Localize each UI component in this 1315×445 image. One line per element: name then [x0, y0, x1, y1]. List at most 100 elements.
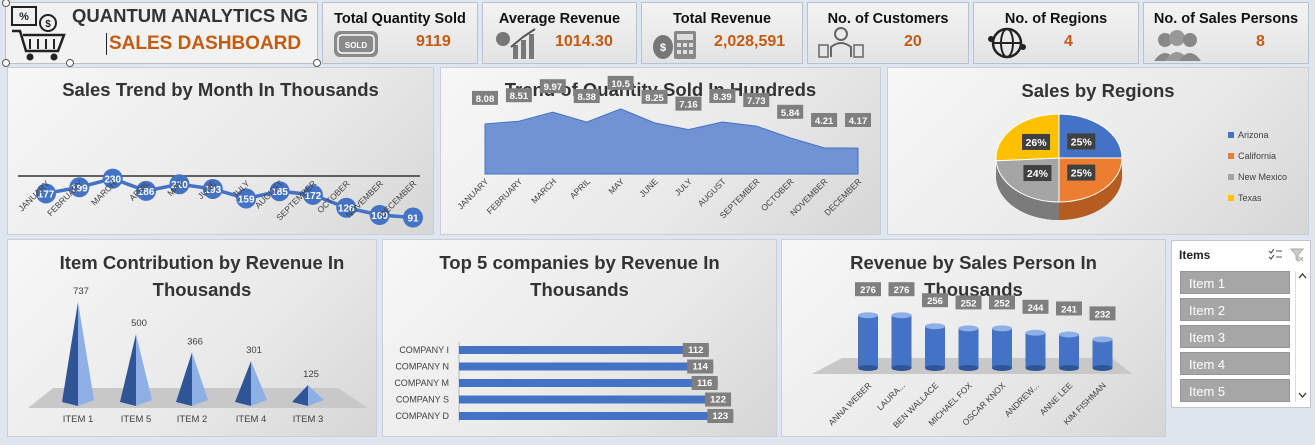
pie-side	[1059, 158, 1122, 220]
scroll-up-icon[interactable]	[1296, 271, 1309, 281]
multi-select-icon[interactable]	[1268, 249, 1282, 261]
tick-label: ITEM 2	[177, 414, 208, 425]
data-label: 172	[305, 191, 322, 202]
data-label: 122	[710, 395, 726, 406]
data-label-box	[675, 96, 702, 111]
slicer-item[interactable]: Item 1	[1180, 271, 1290, 294]
legend-swatch	[1228, 195, 1234, 201]
kpi-total-revenue: Total Revenue $ 2,028,591	[641, 2, 803, 64]
data-label: 193	[204, 185, 221, 196]
data-label: 116	[697, 378, 712, 389]
kpi-value: 9119	[416, 33, 451, 50]
data-label: 8.38	[577, 92, 596, 103]
selection-handle[interactable]	[2, 0, 10, 7]
slicer-scrollbar[interactable]	[1295, 271, 1308, 402]
data-label-box	[1022, 299, 1049, 314]
slicer-item[interactable]: Item 2	[1180, 298, 1290, 321]
data-label-box	[1067, 133, 1096, 150]
cylinder-bar	[1092, 339, 1113, 368]
cylinder-bar	[891, 315, 912, 368]
selection-handle[interactable]	[2, 59, 10, 67]
slicer-item[interactable]: Item 5	[1180, 379, 1290, 402]
slicer-item[interactable]: Item 4	[1180, 352, 1290, 375]
svg-text:%: %	[19, 11, 29, 23]
sales-team-icon	[1154, 30, 1201, 61]
data-label: 252	[961, 298, 977, 309]
data-label: 7.16	[679, 100, 698, 111]
cylinder-top	[1025, 329, 1046, 336]
data-label: 8.25	[645, 93, 664, 104]
kpi-label: Average Revenue	[498, 11, 621, 27]
tick-label: JANUARY	[455, 176, 490, 211]
tick-label: ITEM 4	[236, 414, 267, 425]
kpi-label: No. of Regions	[1004, 11, 1108, 27]
sales-person-panel: Revenue by Sales Person In Thousands 276…	[781, 239, 1166, 437]
pyramid-bar	[176, 352, 192, 406]
data-label: 276	[860, 285, 876, 296]
cylinder-bottom	[992, 365, 1012, 371]
selection-handle[interactable]	[313, 59, 321, 67]
legend-label: Arizona	[1238, 130, 1269, 140]
cylinder-bottom	[891, 365, 912, 371]
tick-label: COMPANY D	[395, 411, 449, 421]
clear-filter-icon[interactable]	[1290, 248, 1304, 262]
data-label-box	[777, 104, 804, 119]
cylinder-bar	[992, 328, 1012, 368]
data-label: 5.84	[781, 108, 800, 119]
cylinder-bottom	[1092, 365, 1113, 371]
selection-handle[interactable]	[66, 59, 74, 67]
cylinder-top	[891, 312, 912, 319]
data-label: 8.39	[713, 92, 732, 103]
data-label: 230	[104, 175, 121, 186]
data-label: 4.21	[815, 116, 834, 127]
cylinder-bar	[858, 315, 878, 368]
data-label-box	[687, 359, 714, 374]
tick-label: ITEM 3	[293, 414, 324, 425]
kpi-total-quantity: Total Quantity Sold SOLD 9119	[322, 2, 478, 64]
cylinder-bottom	[1059, 365, 1079, 371]
data-label-box	[1089, 306, 1116, 321]
data-label: 114	[693, 362, 709, 373]
cylinder-top	[1092, 336, 1113, 343]
data-label: 8.51	[510, 91, 529, 102]
customer-icon	[818, 27, 864, 58]
kpi-label: Total Revenue	[672, 11, 772, 27]
scroll-down-icon[interactable]	[1296, 390, 1309, 400]
data-label: 256	[927, 296, 943, 307]
legend-swatch	[1228, 132, 1234, 138]
top-companies-chart: COMPANY I 112 COMPANY N 114 COMPANY M 116 COMP…	[394, 342, 734, 423]
data-label: 366	[187, 336, 203, 347]
company-name: QUANTUM ANALYTICS NG	[72, 5, 309, 26]
slicer-title: Items	[1179, 248, 1211, 262]
quantity-trend-chart: 8.08 JANUARY 8.51 FEBRUARY 9.97 MARCH 8.38 APRI…	[455, 75, 871, 220]
data-label: 252	[994, 298, 1010, 309]
data-label: 112	[688, 345, 703, 356]
area-fill	[484, 108, 859, 175]
tick-label: LAURA...	[875, 380, 907, 412]
data-label: 232	[1095, 309, 1111, 320]
slicer-item[interactable]: Item 3	[1180, 325, 1290, 348]
pyramid-bar	[308, 385, 324, 406]
chart-title: Sales Trend by Month In Thousands	[62, 79, 379, 100]
data-label: 7.73	[747, 96, 766, 107]
data-label: 26%	[1026, 137, 1048, 149]
shopping-cart-logo-icon: % $	[11, 6, 66, 61]
kpi-value: 8	[1256, 33, 1265, 50]
tick-label: ITEM 5	[121, 414, 152, 425]
kpi-value: 20	[904, 33, 922, 50]
top-companies-panel: Top 5 companies by Revenue In Thousands …	[382, 239, 777, 437]
tick-label: ANDREW...	[1002, 380, 1040, 418]
sales-trend-panel: Sales Trend by Month In Thousands 177 JAN…	[7, 67, 434, 235]
data-label: 126	[338, 204, 355, 215]
tick-label: MAY	[606, 176, 626, 196]
data-point	[202, 178, 223, 199]
sold-out-stamp-icon: SOLD	[334, 31, 378, 57]
data-point	[136, 180, 157, 201]
data-point	[403, 207, 423, 228]
data-label: 125	[303, 369, 319, 380]
svg-text:$: $	[45, 19, 51, 30]
data-label-box	[709, 88, 736, 103]
cylinder-top	[1059, 331, 1079, 338]
kpi-label: No. of Sales Persons	[1153, 11, 1299, 27]
growth-chart-icon	[496, 28, 536, 59]
